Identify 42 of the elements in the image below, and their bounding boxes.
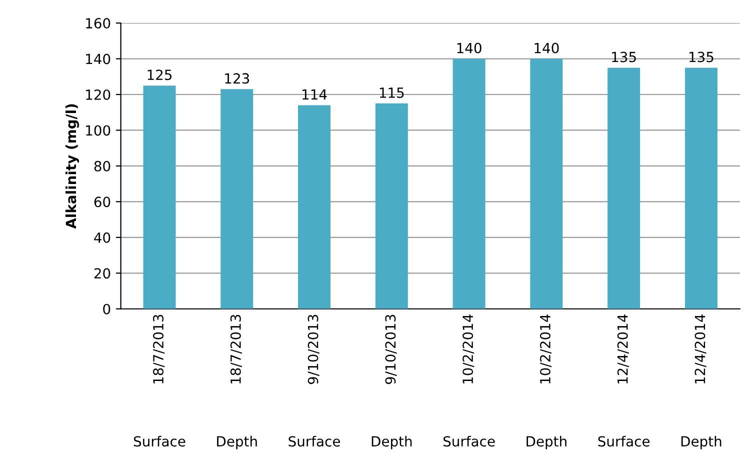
x-tick-label: 18/7/2013 — [230, 314, 242, 384]
data-label: 123 — [225, 73, 250, 84]
bar — [530, 58, 563, 309]
y-tick-label: 60 — [94, 196, 110, 208]
x-tick-label: 10/2/2014 — [462, 314, 474, 384]
y-tick-label: 80 — [94, 160, 110, 172]
data-label: 125 — [148, 70, 172, 80]
y-tick-label: 0 — [103, 304, 110, 314]
text: Surface — [288, 436, 340, 447]
text: Depth — [217, 436, 257, 450]
bar — [375, 103, 408, 309]
data-label: 115 — [380, 88, 404, 98]
text: Surface — [598, 436, 650, 447]
x-tick-label: 9/10/2013 — [308, 314, 320, 384]
data-label: 140 — [457, 42, 482, 54]
text: Depth — [372, 436, 412, 450]
x-tick-label: 9/10/2013 — [385, 314, 397, 384]
y-tick-label: 160 — [86, 18, 110, 29]
y-tick-label: 40 — [94, 232, 110, 243]
text: Surface — [134, 436, 186, 447]
bar — [298, 105, 331, 309]
data-label: 135 — [612, 52, 636, 62]
y-tick-label: 120 — [86, 89, 110, 100]
x-tick-label: 18/7/2013 — [153, 314, 165, 384]
x-tick-label: 12/4/2014 — [694, 314, 706, 384]
text: Depth — [681, 436, 722, 450]
data-label: 114 — [302, 89, 327, 100]
data-label: 140 — [534, 42, 559, 54]
text: Depth — [526, 436, 566, 450]
x-tick-label: 10/2/2014 — [540, 314, 552, 384]
bar — [684, 68, 718, 309]
y-tick-label: 100 — [86, 125, 110, 136]
bar — [452, 58, 486, 309]
data-label: 135 — [689, 52, 714, 62]
x-tick-label: 12/4/2014 — [617, 314, 629, 384]
y-tick-label: 140 — [86, 54, 110, 64]
bar — [608, 68, 640, 309]
bar — [220, 89, 254, 309]
bar — [143, 86, 176, 309]
text: Surface — [444, 436, 495, 447]
y-tick-label: 20 — [94, 268, 110, 279]
y-axis-title: Alkalinity (mg/l) — [65, 104, 80, 229]
